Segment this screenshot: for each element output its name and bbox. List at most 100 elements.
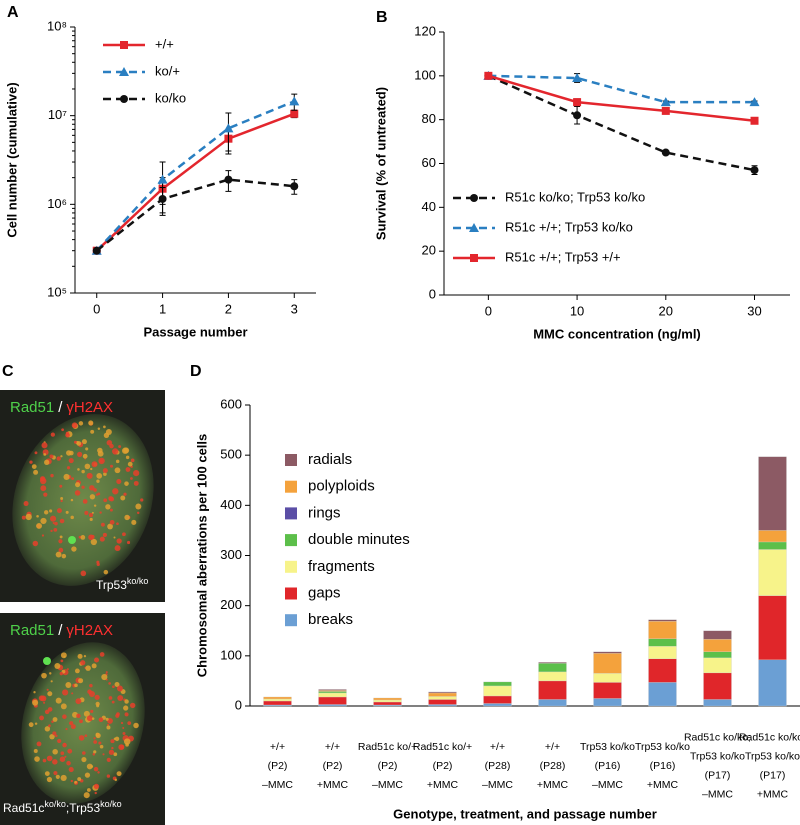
focus [105, 671, 108, 674]
stain-part: Rad51 [10, 622, 54, 639]
focus [98, 717, 104, 723]
bar-segment [263, 704, 292, 707]
bar-segment [373, 697, 402, 701]
x-tick-label: (P28) [485, 760, 511, 772]
focus [42, 758, 47, 763]
focus [103, 472, 107, 476]
focus [108, 696, 113, 700]
focus [131, 519, 137, 525]
focus [123, 705, 129, 711]
x-tick-label: 3 [291, 301, 298, 316]
focus [93, 783, 100, 790]
focus [54, 521, 58, 526]
focus [78, 421, 84, 426]
bar-segment [483, 695, 512, 704]
x-tick-label: (P2) [268, 760, 288, 772]
focus [116, 522, 119, 526]
x-tick-label: (P2) [378, 760, 398, 772]
y-tick-label: 500 [220, 447, 242, 462]
x-tick-label: +MMC [317, 779, 349, 791]
x-tick-label: +/+ [270, 741, 285, 753]
focus [109, 508, 113, 512]
focus [55, 697, 62, 704]
series-line [95, 100, 295, 252]
focus [89, 683, 93, 688]
focus [63, 655, 66, 658]
focus [103, 432, 110, 439]
genotype-label: Trp53ko/ko [96, 576, 148, 592]
y-tick-label: 80 [422, 111, 436, 126]
series-line [95, 178, 295, 252]
genotype-part: ;Trp53 [66, 801, 101, 815]
x-tick-label: –MMC [372, 779, 403, 791]
focus [47, 691, 53, 697]
focus [85, 447, 89, 451]
focus [106, 439, 113, 446]
focus [97, 492, 101, 496]
legend-swatch [285, 560, 297, 573]
focus [60, 751, 65, 756]
focus [89, 494, 96, 500]
focus [85, 665, 91, 671]
focus [122, 727, 125, 730]
x-tick-label: +/+ [325, 741, 340, 753]
x-tick-label: +/+ [490, 741, 505, 753]
focus [44, 459, 50, 465]
focus [126, 540, 131, 545]
focus [68, 457, 74, 464]
focus [31, 464, 37, 469]
y-tick-label: 100 [414, 67, 436, 82]
focus [34, 756, 40, 762]
focus [52, 748, 58, 755]
focus [71, 477, 74, 480]
focus [56, 456, 61, 461]
focus [92, 752, 96, 756]
bar-segment [648, 621, 677, 639]
x-tick-label: Rad51c ko/+ [358, 741, 417, 753]
marker [290, 182, 299, 191]
focus [82, 499, 88, 504]
y-tick-label: 0 [429, 286, 436, 301]
focus [86, 788, 91, 792]
focus [39, 715, 44, 721]
panel-label: D [190, 363, 202, 380]
y-axis-label: Survival (% of untreated) [373, 87, 388, 240]
focus [49, 672, 52, 675]
focus [32, 699, 39, 706]
bar-segment [593, 651, 622, 654]
focus [111, 700, 115, 704]
x-tick-label: Trp53 ko/ko [635, 741, 690, 753]
focus [80, 535, 86, 540]
stain-part: γH2AX [66, 399, 113, 416]
x-axis-label: MMC concentration (ng/ml) [533, 326, 701, 341]
legend-swatch [285, 534, 297, 547]
focus [40, 485, 47, 492]
legend-label: breaks [308, 611, 353, 628]
focus [113, 536, 116, 539]
focus [55, 774, 60, 779]
focus [62, 714, 67, 719]
marker [750, 166, 759, 175]
x-tick-label: 2 [225, 301, 232, 316]
focus [96, 560, 100, 564]
focus [71, 422, 78, 429]
focus [84, 510, 89, 515]
focus [83, 655, 87, 658]
panel-label: A [7, 4, 19, 21]
x-tick-label: (P16) [650, 760, 676, 772]
focus [114, 467, 121, 474]
legend-label: R51c +/+; Trp53 +/+ [505, 249, 621, 264]
bar-segment [373, 704, 402, 707]
bar-segment [593, 682, 622, 699]
focus [90, 538, 98, 546]
focus [103, 569, 109, 575]
x-tick-label: (P2) [433, 760, 453, 772]
x-tick-label: Trp53 ko/ko [690, 750, 745, 762]
focus [111, 746, 114, 750]
focus [84, 463, 91, 470]
focus [74, 780, 78, 784]
focus [53, 770, 58, 776]
focus [116, 478, 122, 485]
marker [119, 67, 129, 76]
focus [59, 518, 65, 524]
